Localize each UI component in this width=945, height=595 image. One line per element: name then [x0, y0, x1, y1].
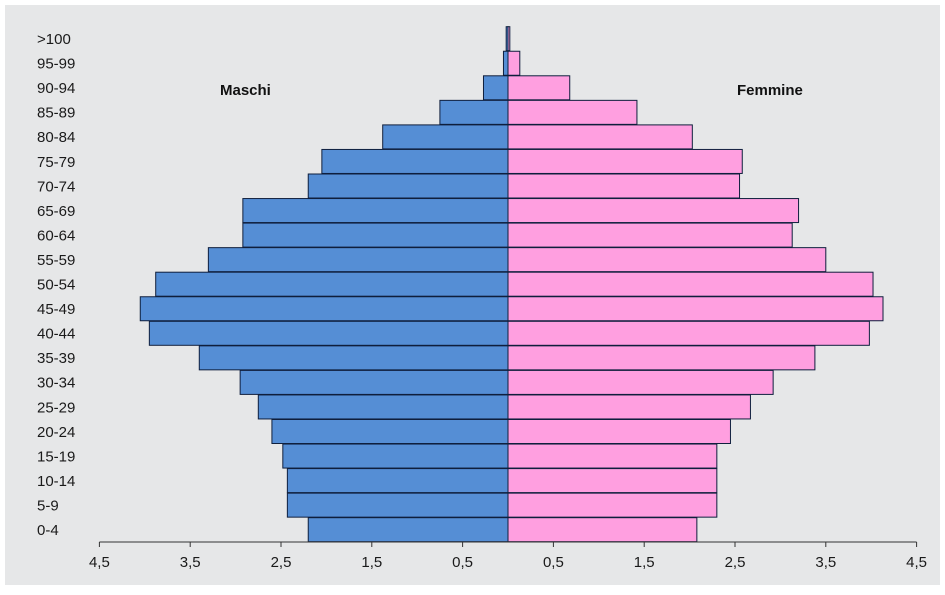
bar-maschi-55-59 — [207, 247, 509, 273]
y-tick-label: 25-29 — [37, 399, 75, 416]
y-tick-label: 50-54 — [37, 277, 75, 294]
bar-maschi-5-9 — [286, 492, 509, 518]
bar-maschi-85-89 — [439, 99, 509, 125]
bar-femmine-90-94 — [507, 75, 571, 101]
y-tick-label: 0-4 — [37, 522, 59, 539]
x-tick-label: 0,5 — [543, 554, 564, 571]
y-tick-label: 65-69 — [37, 203, 75, 220]
bar-maschi-40-44 — [148, 320, 509, 346]
y-tick-label: 10-14 — [37, 473, 75, 490]
y-tick-label: 95-99 — [37, 56, 75, 73]
bar-femmine-5-9 — [507, 492, 718, 518]
bar-maschi-70-74 — [307, 173, 509, 199]
bar-maschi-10-14 — [286, 468, 509, 494]
bar-maschi-95-99 — [502, 50, 509, 76]
bar-femmine-15-19 — [507, 443, 718, 469]
bar-femmine-95-99 — [507, 50, 521, 76]
x-tick-label: 2,5 — [271, 554, 292, 571]
bar-femmine-10-14 — [507, 468, 718, 494]
bar-maschi-45-49 — [139, 296, 509, 322]
bar-femmine-30-34 — [507, 369, 774, 395]
y-tick-label: 75-79 — [37, 154, 75, 171]
bar-maschi-60-64 — [242, 222, 509, 248]
bar-femmine-0-4 — [507, 517, 698, 543]
bar-femmine-35-39 — [507, 345, 816, 371]
bar-femmine-40-44 — [507, 320, 870, 346]
bar-femmine-85-89 — [507, 99, 638, 125]
bar-femmine-75-79 — [507, 148, 743, 174]
bar-femmine-80-84 — [507, 124, 693, 150]
y-tick-label: 5-9 — [37, 497, 59, 514]
bar-maschi-20-24 — [271, 419, 509, 444]
bar-femmine-60-64 — [507, 222, 793, 248]
y-tick-label: 15-19 — [37, 448, 75, 465]
x-tick-label: 4,5 — [89, 554, 110, 571]
x-tick-label: 1,5 — [361, 554, 382, 571]
bar-maschi-50-54 — [155, 271, 509, 297]
bar-maschi-80-84 — [382, 124, 509, 150]
x-tick-label: 2,5 — [725, 554, 746, 571]
y-tick-label: 35-39 — [37, 350, 75, 367]
chart-svg: 4,5 3,5 2,5 1,5 0,5 0,5 1,5 2,5 3,5 4,5 0-4 5-9 10-… — [37, 26, 927, 571]
population-pyramid-chart: 4,5 3,5 2,5 1,5 0,5 0,5 1,5 2,5 3,5 4,5 0-4 5-9 10-… — [5, 5, 940, 585]
bar-maschi-25-29 — [257, 394, 509, 420]
x-tick-label: 3,5 — [815, 554, 836, 571]
y-tick-label: 40-44 — [37, 326, 75, 343]
bar-femmine-25-29 — [507, 394, 751, 420]
bar-femmine-20-24 — [507, 419, 731, 444]
bar-femmine-55-59 — [507, 247, 827, 273]
bar-maschi-65-69 — [242, 198, 509, 224]
bar-femmine-70-74 — [507, 173, 741, 199]
series-label-femmine: Femmine — [737, 82, 803, 99]
bar-femmine-65-69 — [507, 198, 800, 224]
y-tick-label: 70-74 — [37, 178, 75, 195]
y-tick-label: 80-84 — [37, 129, 75, 146]
x-tick-label: 4,5 — [906, 554, 927, 571]
y-axis-labels: 0-4 5-9 10-14 15-19 20-24 25-29 30-34 35-39 40-4… — [37, 31, 75, 539]
x-tick-label: 3,5 — [180, 554, 201, 571]
series-label-maschi: Maschi — [220, 82, 271, 99]
bar-maschi-35-39 — [198, 345, 509, 371]
bar-maschi-90-94 — [482, 75, 509, 101]
y-tick-label: 85-89 — [37, 105, 75, 122]
x-axis: 4,5 3,5 2,5 1,5 0,5 0,5 1,5 2,5 3,5 4,5 — [89, 541, 927, 571]
x-tick-label: 0,5 — [452, 554, 473, 571]
y-tick-label: 45-49 — [37, 301, 75, 318]
bar-maschi-0-4 — [307, 517, 509, 543]
x-tick-label: 1,5 — [634, 554, 655, 571]
y-tick-label: 55-59 — [37, 252, 75, 269]
bar-maschi-30-34 — [239, 369, 509, 395]
y-tick-label: 30-34 — [37, 375, 75, 392]
bar-maschi-15-19 — [282, 443, 509, 469]
y-tick-label: >100 — [37, 31, 71, 48]
bar-femmine->100 — [507, 26, 511, 52]
y-tick-label: 90-94 — [37, 80, 75, 97]
bar-femmine-50-54 — [507, 271, 874, 297]
bars-layer — [139, 26, 884, 543]
bar-femmine-45-49 — [507, 296, 884, 322]
y-tick-label: 20-24 — [37, 424, 75, 441]
bar-maschi-75-79 — [321, 148, 509, 174]
y-tick-label: 60-64 — [37, 227, 75, 244]
